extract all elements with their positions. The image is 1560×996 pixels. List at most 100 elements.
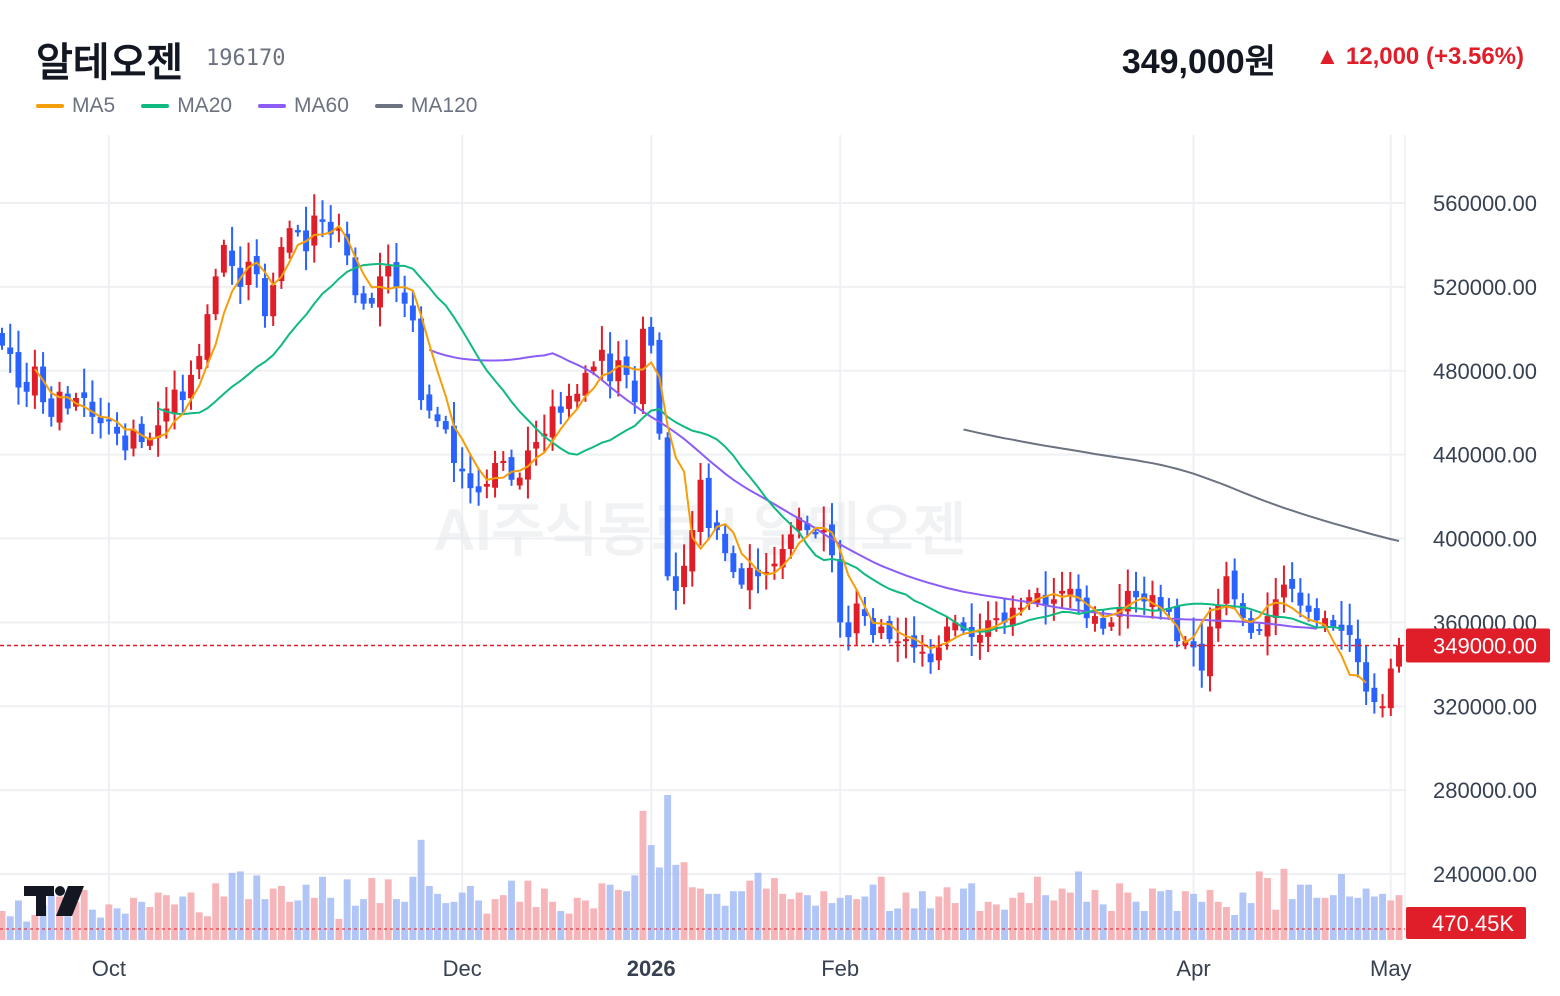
candle-body — [1363, 662, 1370, 692]
volume-bar — [1296, 884, 1304, 940]
volume-bar — [729, 891, 737, 940]
volume-bar — [984, 901, 992, 940]
volume-bar — [1066, 892, 1074, 940]
candle-body — [245, 261, 252, 285]
candle-body — [861, 609, 868, 617]
stock-name: 알테오젠 — [36, 41, 184, 85]
candle-body — [426, 394, 433, 411]
volume-bar — [1033, 876, 1041, 940]
candle-body — [541, 433, 548, 437]
tradingview-logo[interactable] — [24, 886, 84, 916]
volume-bar — [1198, 901, 1206, 940]
candle-body — [845, 622, 852, 638]
candle-body — [204, 314, 211, 360]
volume-bar — [442, 903, 450, 940]
candle-body — [335, 228, 342, 231]
candle-body — [1379, 706, 1386, 709]
volume-bar — [351, 905, 359, 940]
volume-bar — [1362, 888, 1370, 940]
candle-body — [607, 353, 614, 382]
legend-item-ma120[interactable]: MA120 — [374, 94, 477, 118]
volume-bar — [376, 903, 384, 940]
candle-body — [188, 374, 194, 399]
legend-item-ma20[interactable]: MA20 — [141, 94, 232, 118]
price-tick-label: 520000.00 — [1433, 275, 1537, 300]
candle-body — [722, 533, 729, 554]
candlesticks — [0, 194, 1402, 718]
volume-bar — [14, 900, 22, 940]
volume-bar — [598, 883, 606, 940]
volume-bar — [803, 895, 811, 940]
legend-item-ma60[interactable]: MA60 — [258, 94, 349, 118]
volume-bar — [680, 862, 688, 940]
volume-bar — [943, 887, 951, 940]
volume-bar — [664, 795, 672, 940]
volume-bar — [918, 891, 926, 940]
candle-body — [105, 419, 112, 422]
candle-body — [1042, 594, 1049, 606]
price-tick-label: 440000.00 — [1433, 443, 1537, 468]
candle-body — [656, 339, 663, 434]
candle-body — [631, 380, 638, 403]
volume-bar — [1099, 904, 1107, 940]
volume-bar — [812, 905, 819, 940]
candle-body — [1313, 608, 1320, 621]
price-axis[interactable]: 560000.00 520000.00 480000.00 440000.00 4000… — [1406, 191, 1550, 939]
volume-bar — [910, 908, 918, 940]
volume-bar — [1083, 901, 1091, 940]
candle-body — [1231, 570, 1238, 600]
price-tick-label: 320000.00 — [1433, 694, 1537, 719]
candle-body — [155, 425, 162, 438]
volume-bar — [261, 899, 269, 940]
volume-bar — [565, 913, 573, 940]
candle-body — [1018, 607, 1024, 610]
candle-body — [475, 486, 482, 493]
legend-swatch — [374, 104, 403, 108]
volume-bar — [557, 911, 565, 940]
volume-bar — [88, 909, 96, 940]
candle-body — [1248, 618, 1255, 633]
volume-bar — [1009, 897, 1017, 940]
volume-bar — [631, 875, 639, 940]
volume-bar — [360, 899, 368, 940]
volume-bar — [1222, 907, 1230, 940]
candle-body — [976, 634, 983, 643]
candle-body — [1256, 629, 1263, 632]
volume-bar — [590, 908, 598, 940]
candle-body — [64, 393, 71, 409]
candle-body — [229, 250, 236, 266]
volume-bar — [425, 885, 433, 940]
volume-bar — [39, 905, 47, 940]
candle-body — [138, 423, 145, 443]
volume-bar — [162, 895, 170, 940]
candle-body — [294, 230, 301, 233]
candle-body — [689, 530, 696, 572]
volume-bar — [721, 905, 729, 940]
volume-bar — [787, 899, 795, 940]
time-tick-label: May — [1370, 956, 1412, 981]
candle-body — [919, 651, 926, 654]
candle-body — [902, 639, 909, 642]
candle-body — [960, 622, 967, 631]
current-price: 349,000원 — [1121, 43, 1276, 81]
candle-body — [1207, 626, 1213, 677]
price-change: ▲ 12,000 (+3.56%) — [1315, 43, 1524, 71]
volume-bar — [1190, 893, 1198, 940]
legend-swatch — [258, 104, 287, 108]
price-tick-label: 560000.00 — [1433, 191, 1537, 216]
volume-bar — [319, 876, 326, 940]
time-axis[interactable]: OctDec2026FebAprMay5 — [92, 956, 1560, 981]
time-tick-label: Feb — [821, 956, 859, 981]
candle-body — [262, 278, 268, 317]
volume-bar — [976, 911, 984, 940]
candle-body — [1346, 625, 1353, 635]
candle-body — [796, 517, 803, 531]
legend-item-ma5[interactable]: MA5 — [36, 94, 115, 118]
candle-body — [1305, 605, 1312, 612]
volume-bar — [1116, 883, 1124, 940]
candle-body — [787, 534, 794, 549]
candle-body — [557, 406, 564, 413]
candle-body — [1075, 588, 1082, 602]
volume-bar — [491, 899, 499, 940]
